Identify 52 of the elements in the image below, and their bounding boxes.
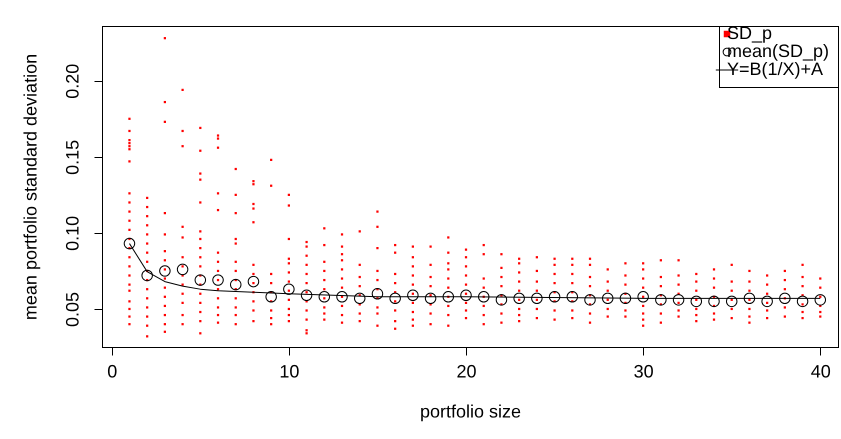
point [159, 265, 171, 277]
point [141, 270, 153, 282]
y-tick-label: 0.20 [62, 64, 82, 99]
point [372, 288, 384, 300]
point [336, 291, 348, 303]
point [566, 291, 578, 303]
y-tick-label: 0.05 [62, 292, 82, 327]
y-axis-title: mean portfolio standard deviation [20, 54, 40, 320]
point [212, 274, 224, 286]
point [265, 291, 277, 303]
point [690, 296, 702, 308]
x-tick-label: 30 [634, 362, 654, 382]
point [176, 264, 188, 276]
x-tick-label: 20 [456, 362, 477, 382]
point [814, 294, 826, 306]
point [230, 278, 242, 290]
point [531, 292, 543, 304]
point [318, 291, 330, 303]
point [354, 292, 366, 304]
point [496, 294, 508, 306]
point [283, 283, 295, 295]
point [248, 276, 260, 288]
legend-label: SD_p [727, 23, 772, 43]
y-tick-label: 0.10 [62, 216, 82, 251]
point [744, 292, 756, 304]
point [584, 294, 596, 306]
x-tick-label: 0 [107, 362, 118, 382]
x-tick-label: 10 [279, 362, 300, 382]
point [513, 292, 525, 304]
point [548, 291, 560, 303]
y-tick-label: 0.15 [62, 140, 82, 175]
point [761, 296, 773, 308]
point [796, 296, 808, 308]
point [672, 294, 684, 306]
point [637, 291, 649, 303]
point [300, 290, 312, 302]
x-axis-title: portfolio size [420, 402, 522, 422]
point [424, 292, 436, 304]
point [442, 291, 454, 303]
point [389, 292, 401, 304]
point [655, 294, 667, 306]
point [407, 290, 419, 302]
point [620, 292, 632, 304]
point [779, 292, 791, 304]
point [478, 291, 490, 303]
point [726, 296, 738, 308]
point [194, 274, 206, 286]
point [602, 292, 614, 304]
point [124, 238, 136, 250]
x-tick-label: 40 [810, 362, 831, 382]
point [708, 296, 720, 308]
point [460, 290, 472, 302]
